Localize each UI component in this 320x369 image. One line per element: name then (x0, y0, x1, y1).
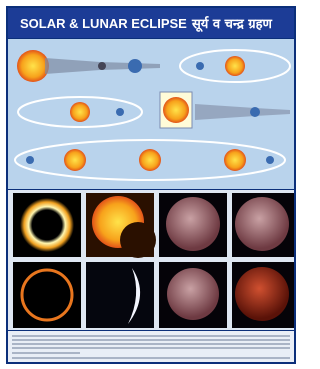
title-hindi: सूर्य व चन्द्र ग्रहण (191, 16, 273, 32)
photo-row-1 (13, 193, 294, 258)
title: SOLAR & LUNAR ECLIPSE (20, 16, 187, 31)
page: {"header": {"title": "SOLAR & LUNAR ECLI… (0, 0, 302, 369)
photo-row-2 (13, 262, 294, 328)
poster: SOLAR & LUNAR ECLIPSE सूर्य व चन्द्र ग्र… (0, 0, 302, 369)
